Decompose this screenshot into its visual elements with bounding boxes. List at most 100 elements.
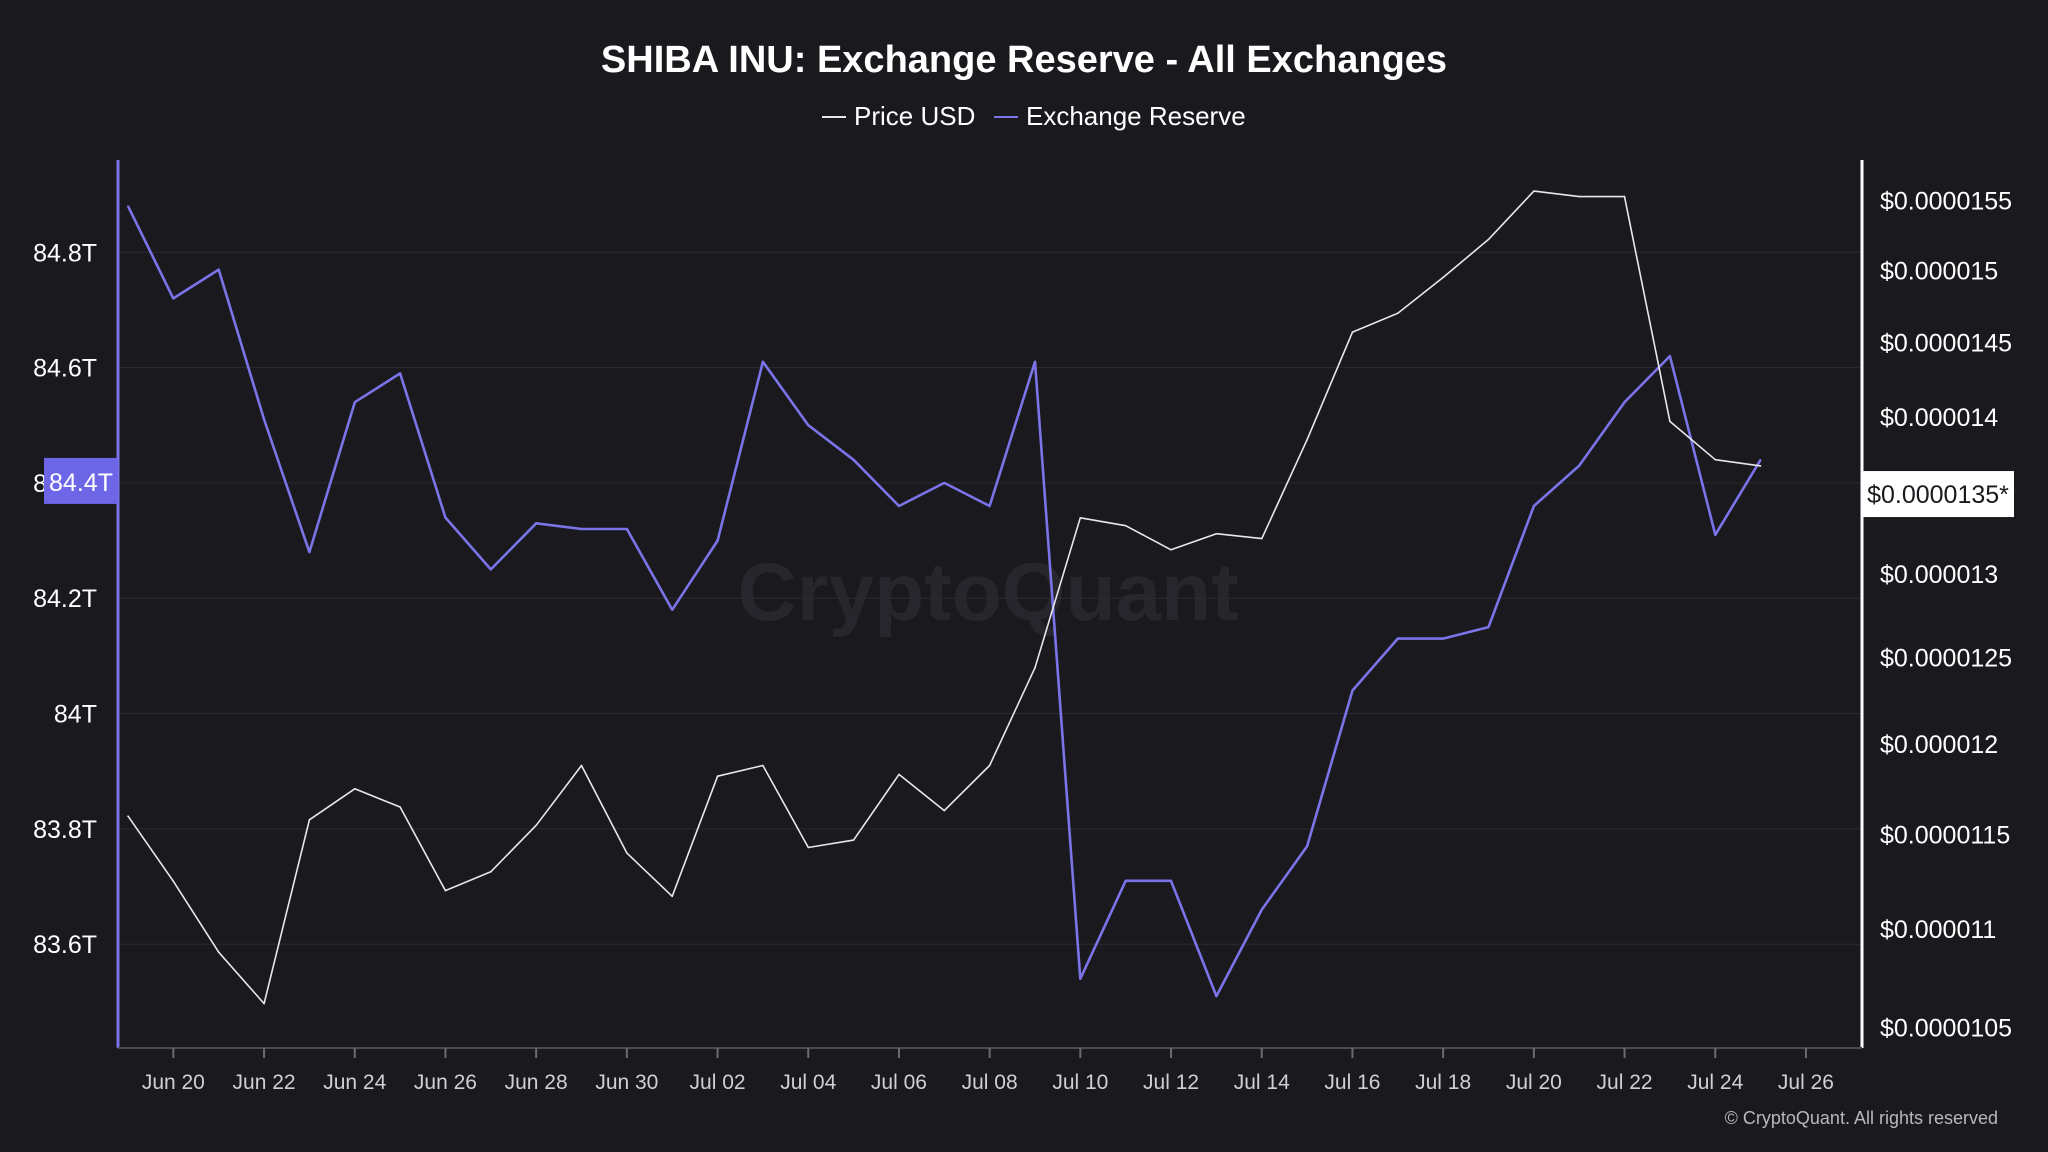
- data-point-price-usd-8: [490, 870, 492, 873]
- data-point-price-usd-17: [898, 773, 900, 776]
- data-point-exchange-reserve-6: [399, 372, 401, 375]
- data-point-price-usd-34: [1669, 420, 1671, 423]
- right-tick-label-7: $0.000014: [1880, 404, 1998, 432]
- data-point-exchange-reserve-7: [444, 516, 447, 519]
- x-tick-label-8: Jul 06: [871, 1071, 927, 1094]
- data-point-price-usd-6: [399, 806, 401, 808]
- legend-label-price: Price USD: [854, 101, 975, 131]
- data-point-exchange-reserve-15: [807, 424, 810, 427]
- left-tick-label-0: 83.6T: [33, 931, 97, 959]
- right-tick-label-8: $0.0000145: [1880, 329, 2012, 357]
- left-tick-label-5: 84.6T: [33, 355, 97, 383]
- x-tick-label-15: Jul 20: [1506, 1071, 1562, 1094]
- data-point-exchange-reserve-33: [1623, 401, 1626, 403]
- right-tick-label-10: $0.0000155: [1880, 188, 2012, 216]
- data-point-price-usd-23: [1170, 549, 1172, 551]
- right-tick-label-0: $0.0000105: [1880, 1015, 2012, 1043]
- data-point-exchange-reserve-26: [1306, 845, 1308, 847]
- data-point-price-usd-14: [762, 764, 764, 767]
- left-tick-label-2: 84T: [54, 701, 97, 729]
- data-point-price-usd-1: [172, 880, 175, 882]
- data-point-exchange-reserve-28: [1397, 637, 1399, 640]
- data-point-price-usd-33: [1623, 195, 1626, 198]
- data-point-exchange-reserve-35: [1714, 534, 1717, 536]
- crosshair-left-box: [44, 457, 118, 504]
- data-point-price-usd-18: [943, 809, 946, 812]
- left-tick-label-3: 84.2T: [33, 585, 97, 613]
- data-point-exchange-reserve-25: [1260, 908, 1263, 911]
- data-point-exchange-reserve-24: [1215, 995, 1218, 997]
- right-tick-label-3: $0.000012: [1880, 731, 1998, 759]
- data-point-exchange-reserve-14: [762, 361, 764, 363]
- data-point-price-usd-20: [1034, 666, 1036, 669]
- x-tick-label-11: Jul 12: [1143, 1071, 1199, 1094]
- data-point-price-usd-0: [127, 815, 129, 817]
- x-tick-label-10: Jul 10: [1052, 1071, 1108, 1094]
- x-tick-label-0: Jun 20: [142, 1071, 205, 1094]
- x-tick-label-7: Jul 04: [780, 1071, 836, 1094]
- data-point-exchange-reserve-10: [580, 528, 583, 530]
- left-tick-label-1: 83.8T: [33, 816, 97, 844]
- series-lines: [126, 190, 1762, 1005]
- data-point-exchange-reserve-23: [1170, 879, 1172, 882]
- data-point-price-usd-16: [852, 839, 855, 841]
- right-tick-label-5: $0.000013: [1880, 561, 1998, 589]
- watermark: CryptoQuant: [737, 547, 1238, 638]
- x-tick-label-17: Jul 24: [1687, 1071, 1743, 1094]
- data-point-price-usd-21: [1079, 516, 1082, 519]
- data-point-exchange-reserve-12: [671, 608, 673, 611]
- data-point-exchange-reserve-34: [1669, 355, 1671, 357]
- data-point-exchange-reserve-19: [988, 505, 991, 507]
- data-point-exchange-reserve-1: [172, 297, 175, 300]
- data-point-exchange-reserve-8: [490, 568, 492, 571]
- data-point-price-usd-15: [807, 846, 810, 849]
- data-point-price-usd-2: [217, 951, 220, 953]
- crosshair: 84.4T $0.0000135*: [44, 457, 2014, 518]
- x-tick-label-13: Jul 16: [1324, 1071, 1380, 1094]
- data-point-exchange-reserve-4: [308, 551, 311, 553]
- data-point-price-usd-31: [1533, 190, 1535, 192]
- left-tick-label-6: 84.8T: [33, 239, 97, 267]
- data-point-price-usd-19: [988, 764, 991, 767]
- data-point-exchange-reserve-5: [353, 401, 356, 403]
- data-point-price-usd-13: [716, 775, 719, 778]
- data-point-exchange-reserve-30: [1487, 626, 1490, 628]
- data-point-exchange-reserve-20: [1034, 361, 1036, 363]
- data-point-price-usd-7: [444, 889, 447, 892]
- x-tick-label-2: Jun 24: [323, 1071, 386, 1094]
- data-point-exchange-reserve-29: [1442, 637, 1444, 640]
- data-point-exchange-reserve-36: [1759, 459, 1762, 461]
- chart-title: SHIBA INU: Exchange Reserve - All Exchan…: [601, 39, 1447, 81]
- data-point-price-usd-36: [1759, 465, 1762, 467]
- right-tick-label-9: $0.000015: [1880, 257, 1998, 285]
- x-tick-label-6: Jul 02: [690, 1071, 746, 1094]
- data-point-exchange-reserve-31: [1533, 505, 1535, 507]
- right-tick-label-1: $0.000011: [1880, 916, 1996, 944]
- crosshair-right-box: [1862, 471, 2014, 518]
- data-point-price-usd-35: [1714, 458, 1717, 461]
- data-point-exchange-reserve-27: [1351, 689, 1354, 692]
- data-point-price-usd-27: [1351, 331, 1354, 333]
- data-point-exchange-reserve-32: [1578, 464, 1580, 467]
- x-tick-label-4: Jun 28: [505, 1071, 568, 1094]
- legend-item-price[interactable]: Price USD: [822, 101, 975, 131]
- data-point-price-usd-12: [671, 895, 673, 898]
- legend-item-reserve[interactable]: Exchange Reserve: [994, 101, 1246, 131]
- data-point-exchange-reserve-13: [716, 539, 719, 542]
- copyright-text: © CryptoQuant. All rights reserved: [1725, 1108, 1998, 1128]
- data-point-price-usd-3: [263, 1002, 265, 1005]
- legend: Price USD Exchange Reserve: [822, 101, 1246, 131]
- x-tick-label-9: Jul 08: [962, 1071, 1018, 1094]
- data-point-price-usd-10: [580, 764, 583, 767]
- x-tick-label-18: Jul 26: [1778, 1071, 1834, 1094]
- x-tick-label-16: Jul 22: [1597, 1071, 1653, 1094]
- data-point-price-usd-5: [353, 788, 356, 790]
- data-point-exchange-reserve-11: [626, 528, 628, 530]
- x-tick-label-3: Jun 26: [414, 1071, 477, 1094]
- data-point-price-usd-24: [1215, 532, 1218, 535]
- right-tick-label-4: $0.0000125: [1880, 644, 2012, 672]
- data-point-exchange-reserve-9: [535, 522, 537, 525]
- data-point-price-usd-22: [1124, 524, 1127, 527]
